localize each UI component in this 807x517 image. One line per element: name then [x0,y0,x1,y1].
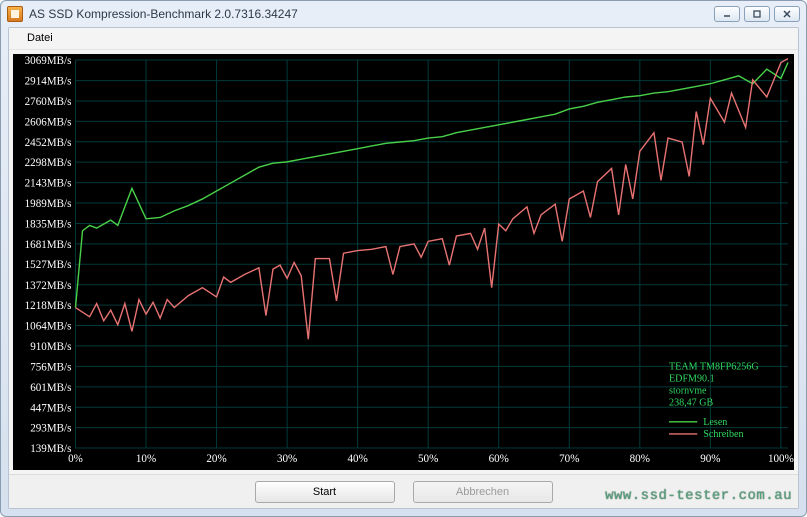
svg-text:60%: 60% [489,453,509,465]
watermark: www.ssd-tester.com.au [605,488,792,504]
svg-text:20%: 20% [206,453,226,465]
menu-file[interactable]: Datei [19,30,61,46]
svg-text:TEAM TM8FP6256G: TEAM TM8FP6256G [669,361,759,372]
svg-text:90%: 90% [700,453,720,465]
window-title: AS SSD Kompression-Benchmark 2.0.7316.34… [29,7,714,21]
close-button[interactable] [774,6,800,22]
svg-text:1989MB/s: 1989MB/s [25,198,72,210]
svg-text:stornvme: stornvme [669,385,707,396]
svg-text:Schreiben: Schreiben [703,429,743,440]
svg-text:2914MB/s: 2914MB/s [25,75,72,87]
svg-text:100%: 100% [768,453,794,465]
svg-text:EDFM90.1: EDFM90.1 [669,373,715,384]
start-button[interactable]: Start [255,481,395,503]
svg-text:3069MB/s: 3069MB/s [25,55,72,67]
svg-text:2452MB/s: 2452MB/s [25,137,72,149]
svg-text:293MB/s: 293MB/s [30,422,71,434]
benchmark-chart: 139MB/s 293MB/s 447MB/s 601MB/s 756MB/s 910MB… [13,54,794,470]
client-area: Datei 139MB/s 293MB/s 447MB/s 601MB/s 756MB/… [8,27,799,509]
svg-text:2298MB/s: 2298MB/s [25,157,72,169]
svg-text:2760MB/s: 2760MB/s [25,96,72,108]
svg-text:0%: 0% [68,453,83,465]
svg-text:238,47 GB: 238,47 GB [669,398,713,409]
svg-text:139MB/s: 139MB/s [30,443,71,455]
maximize-button[interactable] [744,6,770,22]
svg-text:910MB/s: 910MB/s [30,341,71,353]
svg-text:1372MB/s: 1372MB/s [25,280,72,292]
svg-text:1218MB/s: 1218MB/s [25,300,72,312]
window-controls [714,6,800,22]
svg-text:30%: 30% [277,453,297,465]
svg-text:2606MB/s: 2606MB/s [25,116,72,128]
svg-text:50%: 50% [418,453,438,465]
svg-text:Lesen: Lesen [703,417,727,428]
svg-text:1681MB/s: 1681MB/s [25,239,72,251]
titlebar: AS SSD Kompression-Benchmark 2.0.7316.34… [1,1,806,27]
minimize-button[interactable] [714,6,740,22]
svg-text:80%: 80% [630,453,650,465]
svg-text:1064MB/s: 1064MB/s [25,320,72,332]
chart-area: 139MB/s 293MB/s 447MB/s 601MB/s 756MB/s 910MB… [13,54,794,470]
cancel-button[interactable]: Abbrechen [413,481,553,503]
svg-text:40%: 40% [347,453,367,465]
svg-text:70%: 70% [559,453,579,465]
svg-text:756MB/s: 756MB/s [30,361,71,373]
svg-text:10%: 10% [136,453,156,465]
app-window: AS SSD Kompression-Benchmark 2.0.7316.34… [0,0,807,517]
svg-text:2143MB/s: 2143MB/s [25,178,72,190]
svg-text:447MB/s: 447MB/s [30,402,71,414]
svg-text:601MB/s: 601MB/s [30,382,71,394]
svg-text:1835MB/s: 1835MB/s [25,218,72,230]
app-icon [7,6,23,22]
menubar: Datei [9,28,798,50]
button-row: Start Abbrechen www.ssd-tester.com.au [9,474,798,508]
svg-text:1527MB/s: 1527MB/s [25,259,72,271]
